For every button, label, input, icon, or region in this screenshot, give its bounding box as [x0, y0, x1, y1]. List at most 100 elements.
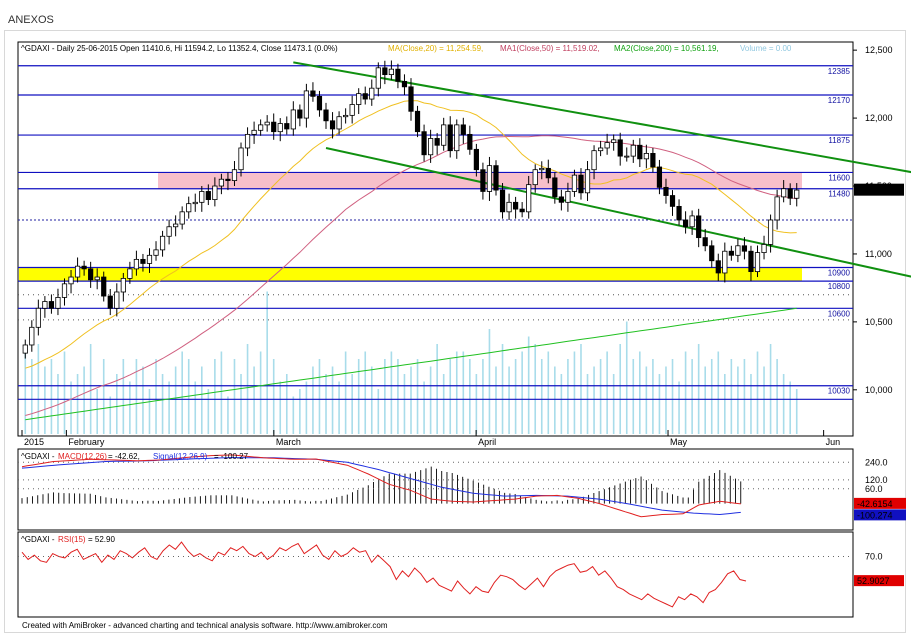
- candle-up: [597, 147, 604, 152]
- candle-down: [493, 165, 499, 191]
- candle-down: [107, 295, 113, 309]
- volume-bar: [756, 351, 759, 434]
- candle-up: [735, 245, 741, 256]
- x-axis-label: Jun: [826, 437, 841, 447]
- candle-down: [323, 109, 329, 122]
- volume-bar: [717, 351, 720, 434]
- candle-down: [676, 205, 682, 221]
- volume-bar: [50, 359, 53, 434]
- candle-up: [343, 114, 349, 118]
- volume-bar: [31, 359, 33, 434]
- macd-header-prefix: ^GDAXI -: [21, 452, 55, 461]
- hline-label: 11480: [828, 190, 850, 199]
- volume-bar: [684, 351, 687, 434]
- candle-down: [310, 90, 316, 97]
- candle-up: [624, 155, 630, 158]
- signal-header-name: Signal(12,26,9): [153, 452, 208, 461]
- candle-down: [787, 188, 793, 199]
- candle-up: [133, 258, 140, 270]
- candle-up: [166, 226, 172, 237]
- candle-up: [179, 211, 185, 225]
- candle-down: [81, 265, 87, 270]
- volume-bar: [632, 359, 635, 434]
- macd-y-tick: 120.0: [865, 475, 888, 485]
- rsi-value-label: 52.9027: [857, 576, 890, 586]
- candle-up: [159, 235, 166, 251]
- volume-bar: [364, 351, 367, 434]
- volume-bar: [782, 374, 785, 434]
- macd-line: [21, 454, 741, 518]
- volume-bar: [384, 359, 386, 434]
- candle-down: [401, 81, 408, 88]
- macd-header-value: = -42.62,: [108, 452, 140, 461]
- volume-bar: [377, 389, 380, 434]
- candle-up: [526, 184, 532, 213]
- volume-bar: [109, 396, 112, 434]
- volume-bar: [691, 359, 693, 434]
- chart-frame: [4, 30, 906, 633]
- volume-bar: [612, 374, 615, 434]
- y-tick-label: 12,000: [865, 113, 893, 123]
- candle-down: [741, 245, 748, 252]
- volume-bar: [521, 351, 523, 434]
- volume-bar: [586, 374, 589, 434]
- x-axis-label: 2015: [24, 437, 44, 447]
- volume-bar: [743, 359, 746, 434]
- volume-bar: [161, 374, 164, 434]
- candle-down: [702, 237, 708, 247]
- volume-bar: [214, 359, 216, 434]
- volume-bar: [338, 381, 340, 434]
- price-header-symbol: ^GDAXI - Daily 25-06-2015 Open 11410.6, …: [21, 44, 338, 53]
- volume-legend: Volume = 0.00: [740, 44, 792, 53]
- candle-down: [284, 123, 290, 130]
- volume-bar: [148, 389, 151, 434]
- candle-up: [303, 90, 309, 119]
- volume-bar: [449, 359, 452, 434]
- volume-bar: [436, 344, 438, 434]
- candle-up: [428, 138, 434, 156]
- y-tick-label: 11,000: [865, 249, 892, 259]
- hline-label: 12385: [828, 67, 851, 76]
- candle-up: [244, 133, 251, 149]
- volume-bar: [253, 366, 255, 434]
- volume-bar: [639, 351, 641, 434]
- candle-down: [421, 131, 427, 156]
- support-zone-yellow: [19, 267, 802, 282]
- candle-down: [669, 195, 676, 207]
- candle-down: [362, 93, 368, 100]
- volume-bar: [272, 359, 275, 434]
- candle-down: [480, 169, 486, 192]
- ma50-legend: MA1(Close,50) = 11,519.02,: [500, 44, 600, 53]
- candle-up: [336, 116, 342, 130]
- candle-up: [388, 68, 394, 76]
- candle-up: [722, 250, 728, 274]
- rsi-panel: [17, 531, 854, 618]
- rsi-y-tick: 70.0: [865, 551, 883, 561]
- volume-bar: [580, 344, 582, 434]
- volume-bar: [789, 381, 791, 434]
- candle-up: [689, 215, 695, 228]
- candle-up: [349, 104, 355, 116]
- signal-value-tag: [854, 509, 906, 521]
- candle-down: [88, 268, 94, 281]
- candle-down: [225, 178, 231, 181]
- candle-up: [153, 249, 159, 256]
- channel-upper-line: [293, 61, 911, 174]
- volume-bar: [181, 351, 183, 434]
- hline-label: 10030: [828, 387, 851, 396]
- candle-up: [238, 147, 244, 171]
- candle-up: [290, 109, 296, 130]
- volume-bar: [129, 381, 131, 434]
- volume-bar: [625, 321, 628, 434]
- volume-bar: [390, 351, 393, 434]
- volume-bar: [357, 359, 360, 434]
- ma200-legend: MA2(Close,200) = 10,561.19,: [614, 44, 719, 53]
- candle-up: [591, 150, 597, 171]
- volume-bar: [227, 396, 229, 434]
- candle-up: [761, 244, 767, 253]
- macd-y-tick: 240.0: [865, 457, 888, 467]
- candle-up: [781, 188, 787, 198]
- macd-header-name: MACD(12,26): [58, 452, 107, 461]
- volume-bar: [233, 359, 236, 434]
